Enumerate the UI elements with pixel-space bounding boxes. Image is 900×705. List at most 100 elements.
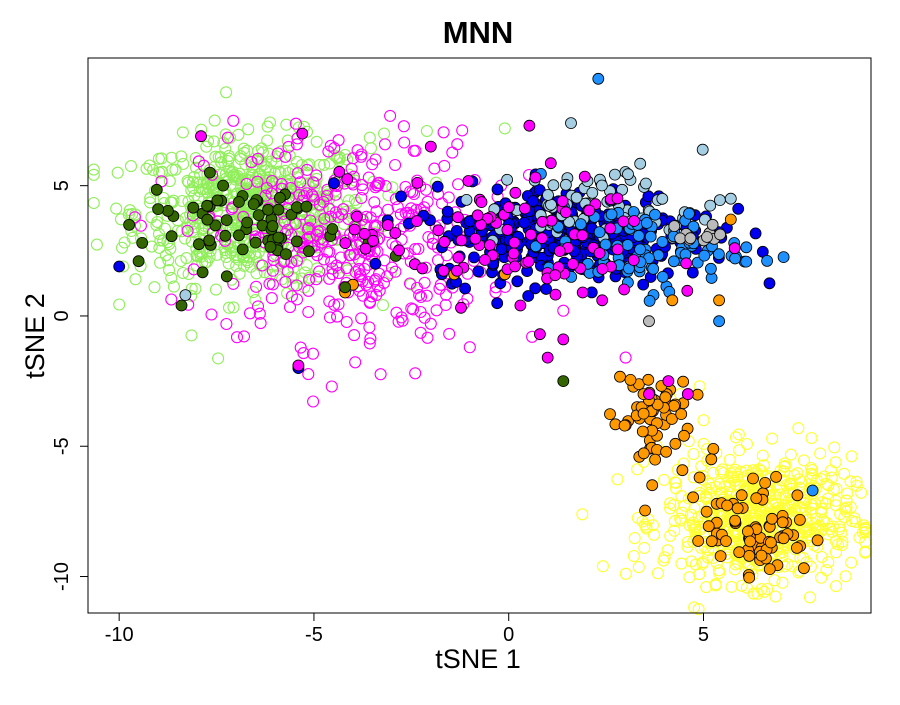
data-point [705,535,718,548]
data-point [256,259,269,272]
data-point [743,571,756,584]
data-point [818,470,831,483]
data-point [567,258,579,270]
data-point [824,464,838,477]
data-point [544,157,557,170]
data-point [414,290,428,303]
data-point [317,253,330,266]
data-point [220,214,233,227]
data-point [231,169,244,182]
data-point [411,176,424,189]
data-point [346,152,360,165]
data-point [143,159,156,172]
data-point [302,221,315,234]
data-point [355,150,368,163]
data-point [656,270,669,283]
data-point [176,126,189,139]
data-point [805,431,818,445]
data-point [628,532,641,545]
data-point [209,219,222,232]
data-point [605,208,618,221]
data-point [128,211,141,224]
data-point [666,413,678,425]
data-point [463,215,476,228]
data-point [483,239,496,252]
data-point [302,368,315,381]
data-point [455,234,468,247]
data-point [827,483,840,496]
data-point [413,289,426,302]
data-point [469,232,482,245]
data-point [325,255,338,268]
data-point [627,254,640,267]
data-point [392,315,405,328]
data-point [178,232,192,245]
data-point [755,583,768,596]
data-point [378,138,392,151]
data-point [300,259,313,272]
data-point [649,453,661,466]
data-point [755,549,768,562]
data-point [263,116,277,129]
data-point [250,154,263,167]
data-point [124,160,138,173]
data-point [236,243,249,256]
data-point [312,215,325,228]
data-point [724,467,737,480]
data-point [713,566,726,580]
data-point [855,486,868,499]
data-point [266,220,279,233]
data-point [806,484,819,497]
data-point [306,175,319,188]
data-point [686,266,699,279]
data-point [761,582,774,596]
data-point [192,238,205,251]
data-point [356,183,369,196]
data-point [113,260,126,273]
data-point [451,211,464,224]
data-point [816,513,829,526]
data-point [609,168,621,181]
data-point [593,247,606,260]
data-point [195,130,207,143]
data-point [733,546,746,559]
data-point [509,186,522,199]
data-point [838,511,851,524]
data-point [359,242,372,255]
data-point [395,190,407,203]
data-point [280,118,293,131]
data-point [759,476,771,489]
data-point [839,570,852,583]
data-point [153,241,166,254]
data-point [815,473,828,486]
data-point [185,329,198,342]
data-point [432,224,445,237]
data-point [788,469,801,482]
data-point [90,238,103,251]
data-point [241,216,254,229]
data-point [336,208,349,221]
data-point [363,321,376,334]
data-point [163,175,176,188]
data-point [330,151,344,164]
data-point [175,150,188,163]
data-point [705,453,718,466]
data-point [282,166,295,180]
data-point [252,209,265,222]
data-point [565,117,577,129]
data-point [332,298,345,311]
data-point [289,117,302,130]
data-point [219,128,232,141]
data-point [656,235,669,248]
data-point [220,86,233,99]
data-point [829,456,842,469]
data-point [272,231,285,244]
data-point [140,162,153,175]
data-point [687,491,699,504]
data-point [647,262,660,275]
data-point [300,200,313,213]
data-point [287,261,300,274]
data-point [306,347,320,360]
data-point [700,505,713,518]
